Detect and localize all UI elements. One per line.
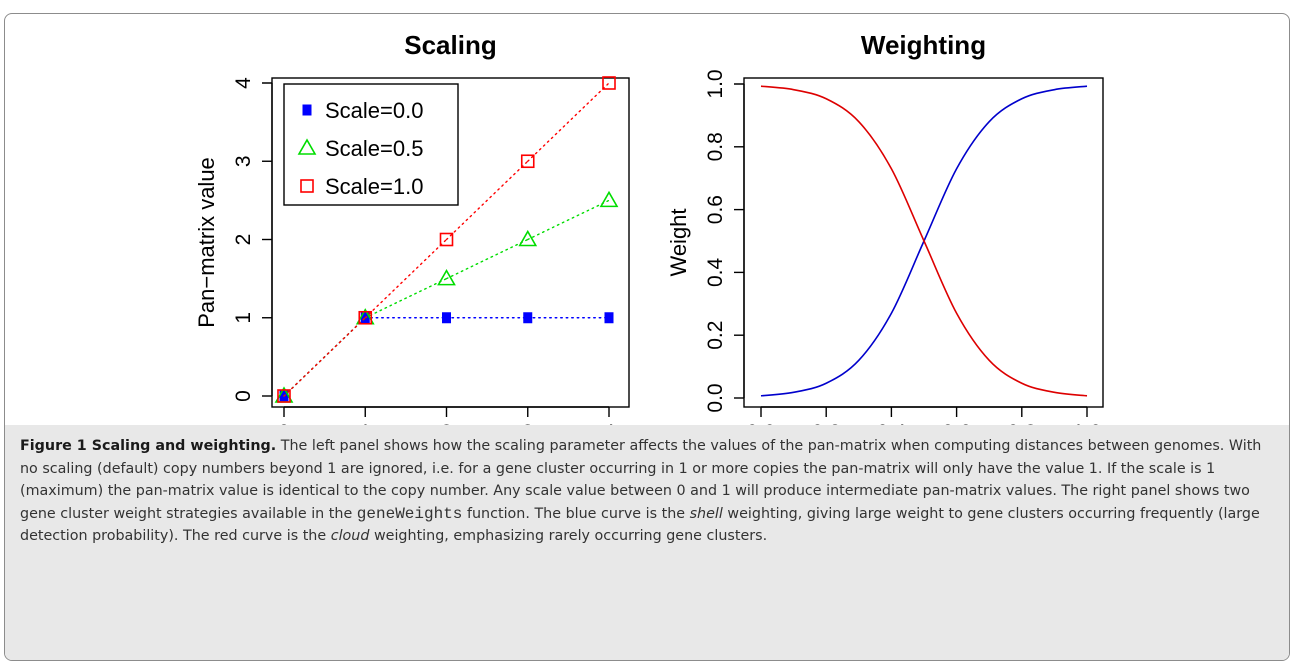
y-tick-label: 0.0 — [704, 383, 727, 412]
x-tick-label: 0.4 — [877, 421, 907, 425]
data-point — [518, 229, 538, 247]
charts-svg: Scaling01234Copy number01234Pan−matrix v… — [194, 30, 1104, 425]
caption-em-cloud: cloud — [330, 528, 370, 545]
caption-panel: Figure 1 Scaling and weighting. The left… — [5, 425, 1289, 660]
data-point — [599, 190, 619, 208]
series-3 — [277, 76, 616, 403]
legend: Scale=0.0 Scale=0.5 Scale=1.0 — [283, 83, 459, 206]
series-connector — [283, 317, 366, 397]
figure-frame: Scaling01234Copy number01234Pan−matrix v… — [4, 13, 1290, 661]
x-tick-label: 0.8 — [1007, 421, 1036, 425]
y-tick-label: 1 — [232, 312, 255, 324]
caption-text-2: function. The blue curve is the — [462, 505, 690, 522]
legend-label: Scale=0.5 — [325, 136, 423, 161]
data-point — [437, 269, 456, 286]
legend-label: Scale=0.0 — [325, 98, 423, 123]
series-connector — [445, 238, 529, 280]
legend-marker — [297, 138, 317, 155]
legend-label: Scale=1.0 — [325, 174, 423, 199]
data-point — [520, 154, 535, 169]
y-tick-label: 0.2 — [704, 321, 727, 350]
data-point — [358, 310, 373, 325]
y-tick-label: 3 — [232, 155, 255, 167]
caption-text-3: weighting, giving large weight to gene c… — [20, 505, 1260, 545]
series-connector — [527, 199, 610, 241]
x-tick-label: 0.2 — [812, 421, 841, 425]
caption-em-shell: shell — [689, 505, 723, 522]
series-connector — [364, 238, 448, 319]
x-tick-label: 1 — [359, 421, 371, 425]
x-tick-label: 0.6 — [942, 421, 971, 425]
data-point — [439, 232, 454, 247]
legend-marker — [302, 104, 312, 116]
chart-title: Weighting — [861, 30, 986, 60]
y-axis-label: Weight — [666, 208, 691, 276]
data-point — [442, 312, 451, 324]
x-tick-label: 2 — [441, 421, 453, 425]
chart-title: Scaling — [404, 30, 496, 60]
chart-1: Scaling01234Copy number01234Pan−matrix v… — [194, 30, 630, 425]
y-tick-label: 2 — [232, 234, 255, 246]
series-2 — [760, 85, 1088, 397]
caption-text-1: The left panel shows how the scaling par… — [20, 438, 1262, 522]
y-tick-label: 0.4 — [704, 257, 727, 287]
y-tick-label: 0.8 — [704, 132, 727, 161]
x-tick-label: 1.0 — [1072, 421, 1101, 425]
data-point — [277, 389, 291, 403]
x-tick-label: 4 — [603, 421, 615, 425]
x-tick-label: 3 — [522, 421, 534, 425]
x-tick-label: 0.0 — [746, 421, 775, 425]
caption-heading: Figure 1 Scaling and weighting. — [20, 438, 277, 454]
series-connector — [445, 160, 529, 241]
y-tick-label: 4 — [232, 77, 255, 89]
data-point — [602, 76, 616, 90]
caption-code: geneWeights — [356, 504, 463, 523]
y-tick-label: 0.6 — [704, 195, 727, 224]
series-connector — [364, 277, 448, 319]
y-tick-label: 0 — [232, 390, 255, 402]
y-tick-label: 1.0 — [704, 69, 727, 98]
figure-caption: Figure 1 Scaling and weighting. The left… — [20, 435, 1270, 548]
series-line — [760, 85, 1088, 397]
data-point — [523, 312, 533, 324]
y-axis-label: Pan−matrix value — [194, 157, 219, 328]
caption-text-4: weighting, emphasizing rarely occurring … — [369, 528, 768, 545]
data-point — [604, 312, 614, 324]
series-connector — [527, 82, 610, 162]
series-2 — [274, 190, 619, 403]
legend-marker — [300, 179, 314, 193]
x-tick-label: 0 — [278, 421, 290, 425]
series-1 — [279, 312, 614, 402]
